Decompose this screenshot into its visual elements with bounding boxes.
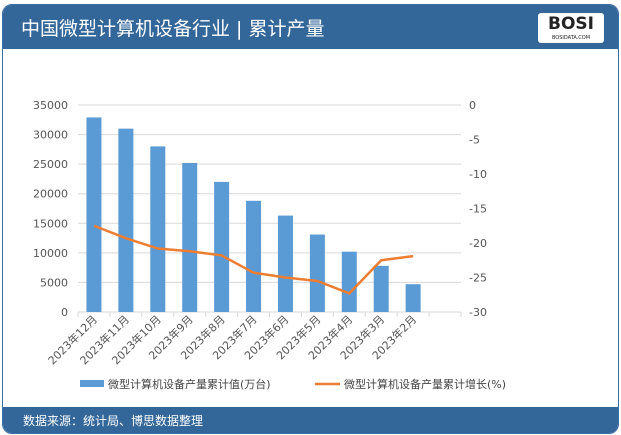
logo: BOSI BOSIDATA.COM	[538, 13, 604, 43]
header: 中国微型计算机设备行业 | 累计产量 BOSI BOSIDATA.COM	[3, 5, 618, 49]
page-title: 中国微型计算机设备行业 | 累计产量	[21, 18, 325, 40]
bar	[150, 146, 166, 312]
y-tick-label: 35000	[33, 99, 68, 112]
y-tick-label: 20000	[33, 188, 68, 201]
legend-line-label: 微型计算机设备产量累计增长(%)	[344, 377, 506, 391]
y2-tick-label: -25	[469, 272, 487, 285]
bar	[373, 265, 389, 312]
y2-tick-label: -10	[469, 168, 487, 181]
y2-tick-label: -20	[469, 237, 487, 250]
y-tick-label: 15000	[33, 217, 68, 230]
bar	[341, 251, 357, 312]
bar	[277, 215, 293, 312]
y-tick-label: 25000	[33, 158, 68, 171]
y-tick-label: 5000	[40, 276, 68, 289]
bar	[309, 234, 325, 312]
bar	[214, 181, 230, 312]
bar	[86, 117, 102, 312]
y-tick-label: 30000	[33, 129, 68, 142]
bar	[118, 128, 134, 312]
bar	[405, 284, 421, 312]
y2-tick-label: -5	[469, 134, 480, 147]
chart-card: 中国微型计算机设备行业 | 累计产量 BOSI BOSIDATA.COM 数据来源…	[2, 4, 619, 434]
legend-bar-label: 微型计算机设备产量累计值(万台)	[108, 377, 271, 391]
bar	[182, 162, 198, 312]
footer: 数据来源：统计局、博思数据整理	[3, 407, 618, 433]
legend-bar-swatch	[80, 380, 104, 387]
y2-tick-label: -15	[469, 203, 487, 216]
bar	[246, 200, 262, 312]
source-note: 数据来源：统计局、博思数据整理	[23, 414, 204, 428]
y-tick-label: 0	[61, 306, 68, 319]
y2-tick-label: 0	[469, 99, 476, 112]
y-tick-label: 10000	[33, 247, 68, 260]
y2-tick-label: -30	[469, 306, 487, 319]
